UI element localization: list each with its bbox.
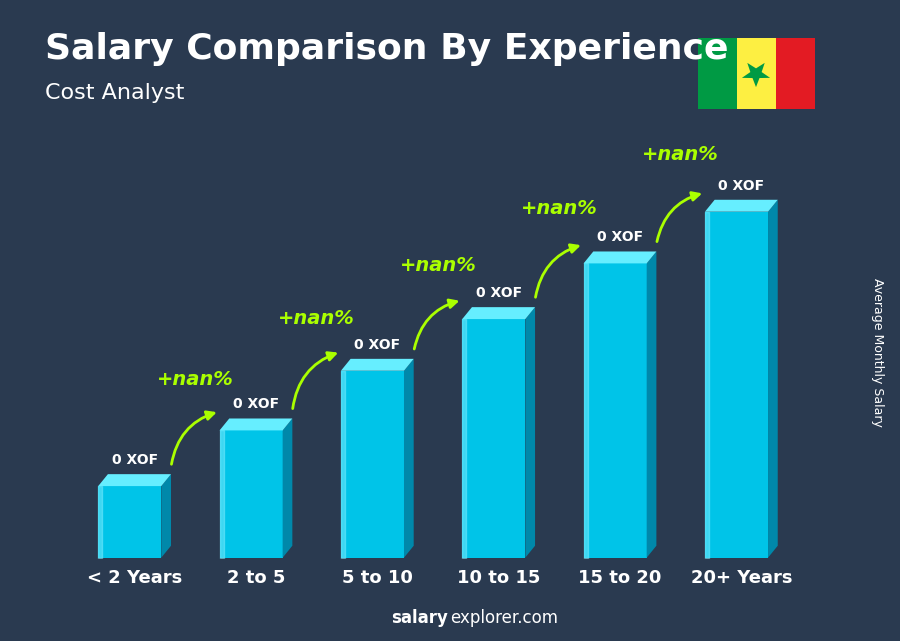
Polygon shape (341, 370, 404, 558)
Text: Average Monthly Salary: Average Monthly Salary (871, 278, 884, 427)
Text: 0 XOF: 0 XOF (233, 397, 279, 412)
Polygon shape (705, 200, 778, 212)
Text: explorer.com: explorer.com (450, 609, 558, 627)
Polygon shape (768, 200, 778, 558)
Polygon shape (463, 319, 526, 558)
Text: salary: salary (392, 609, 448, 627)
Text: Cost Analyst: Cost Analyst (45, 83, 184, 103)
Text: +nan%: +nan% (521, 199, 598, 218)
Polygon shape (341, 359, 414, 370)
Polygon shape (463, 307, 535, 319)
Text: +nan%: +nan% (400, 256, 476, 275)
Polygon shape (647, 251, 656, 558)
Text: 0 XOF: 0 XOF (112, 453, 158, 467)
Polygon shape (161, 474, 171, 558)
Text: Salary Comparison By Experience: Salary Comparison By Experience (45, 32, 728, 66)
Text: 0 XOF: 0 XOF (718, 179, 764, 192)
Polygon shape (526, 307, 535, 558)
Bar (776, 38, 814, 109)
Polygon shape (220, 430, 283, 558)
Text: +nan%: +nan% (643, 146, 719, 164)
Text: 0 XOF: 0 XOF (597, 230, 644, 244)
Polygon shape (705, 212, 768, 558)
Polygon shape (404, 359, 414, 558)
Polygon shape (98, 486, 161, 558)
Bar (698, 38, 736, 109)
Polygon shape (742, 63, 770, 87)
Text: 0 XOF: 0 XOF (475, 286, 522, 300)
Polygon shape (98, 474, 171, 486)
Bar (736, 38, 776, 109)
Text: 0 XOF: 0 XOF (355, 338, 400, 352)
Polygon shape (220, 419, 292, 430)
Polygon shape (283, 419, 293, 558)
Text: +nan%: +nan% (278, 309, 355, 328)
Text: +nan%: +nan% (157, 370, 234, 390)
Polygon shape (583, 251, 656, 263)
Polygon shape (583, 263, 647, 558)
